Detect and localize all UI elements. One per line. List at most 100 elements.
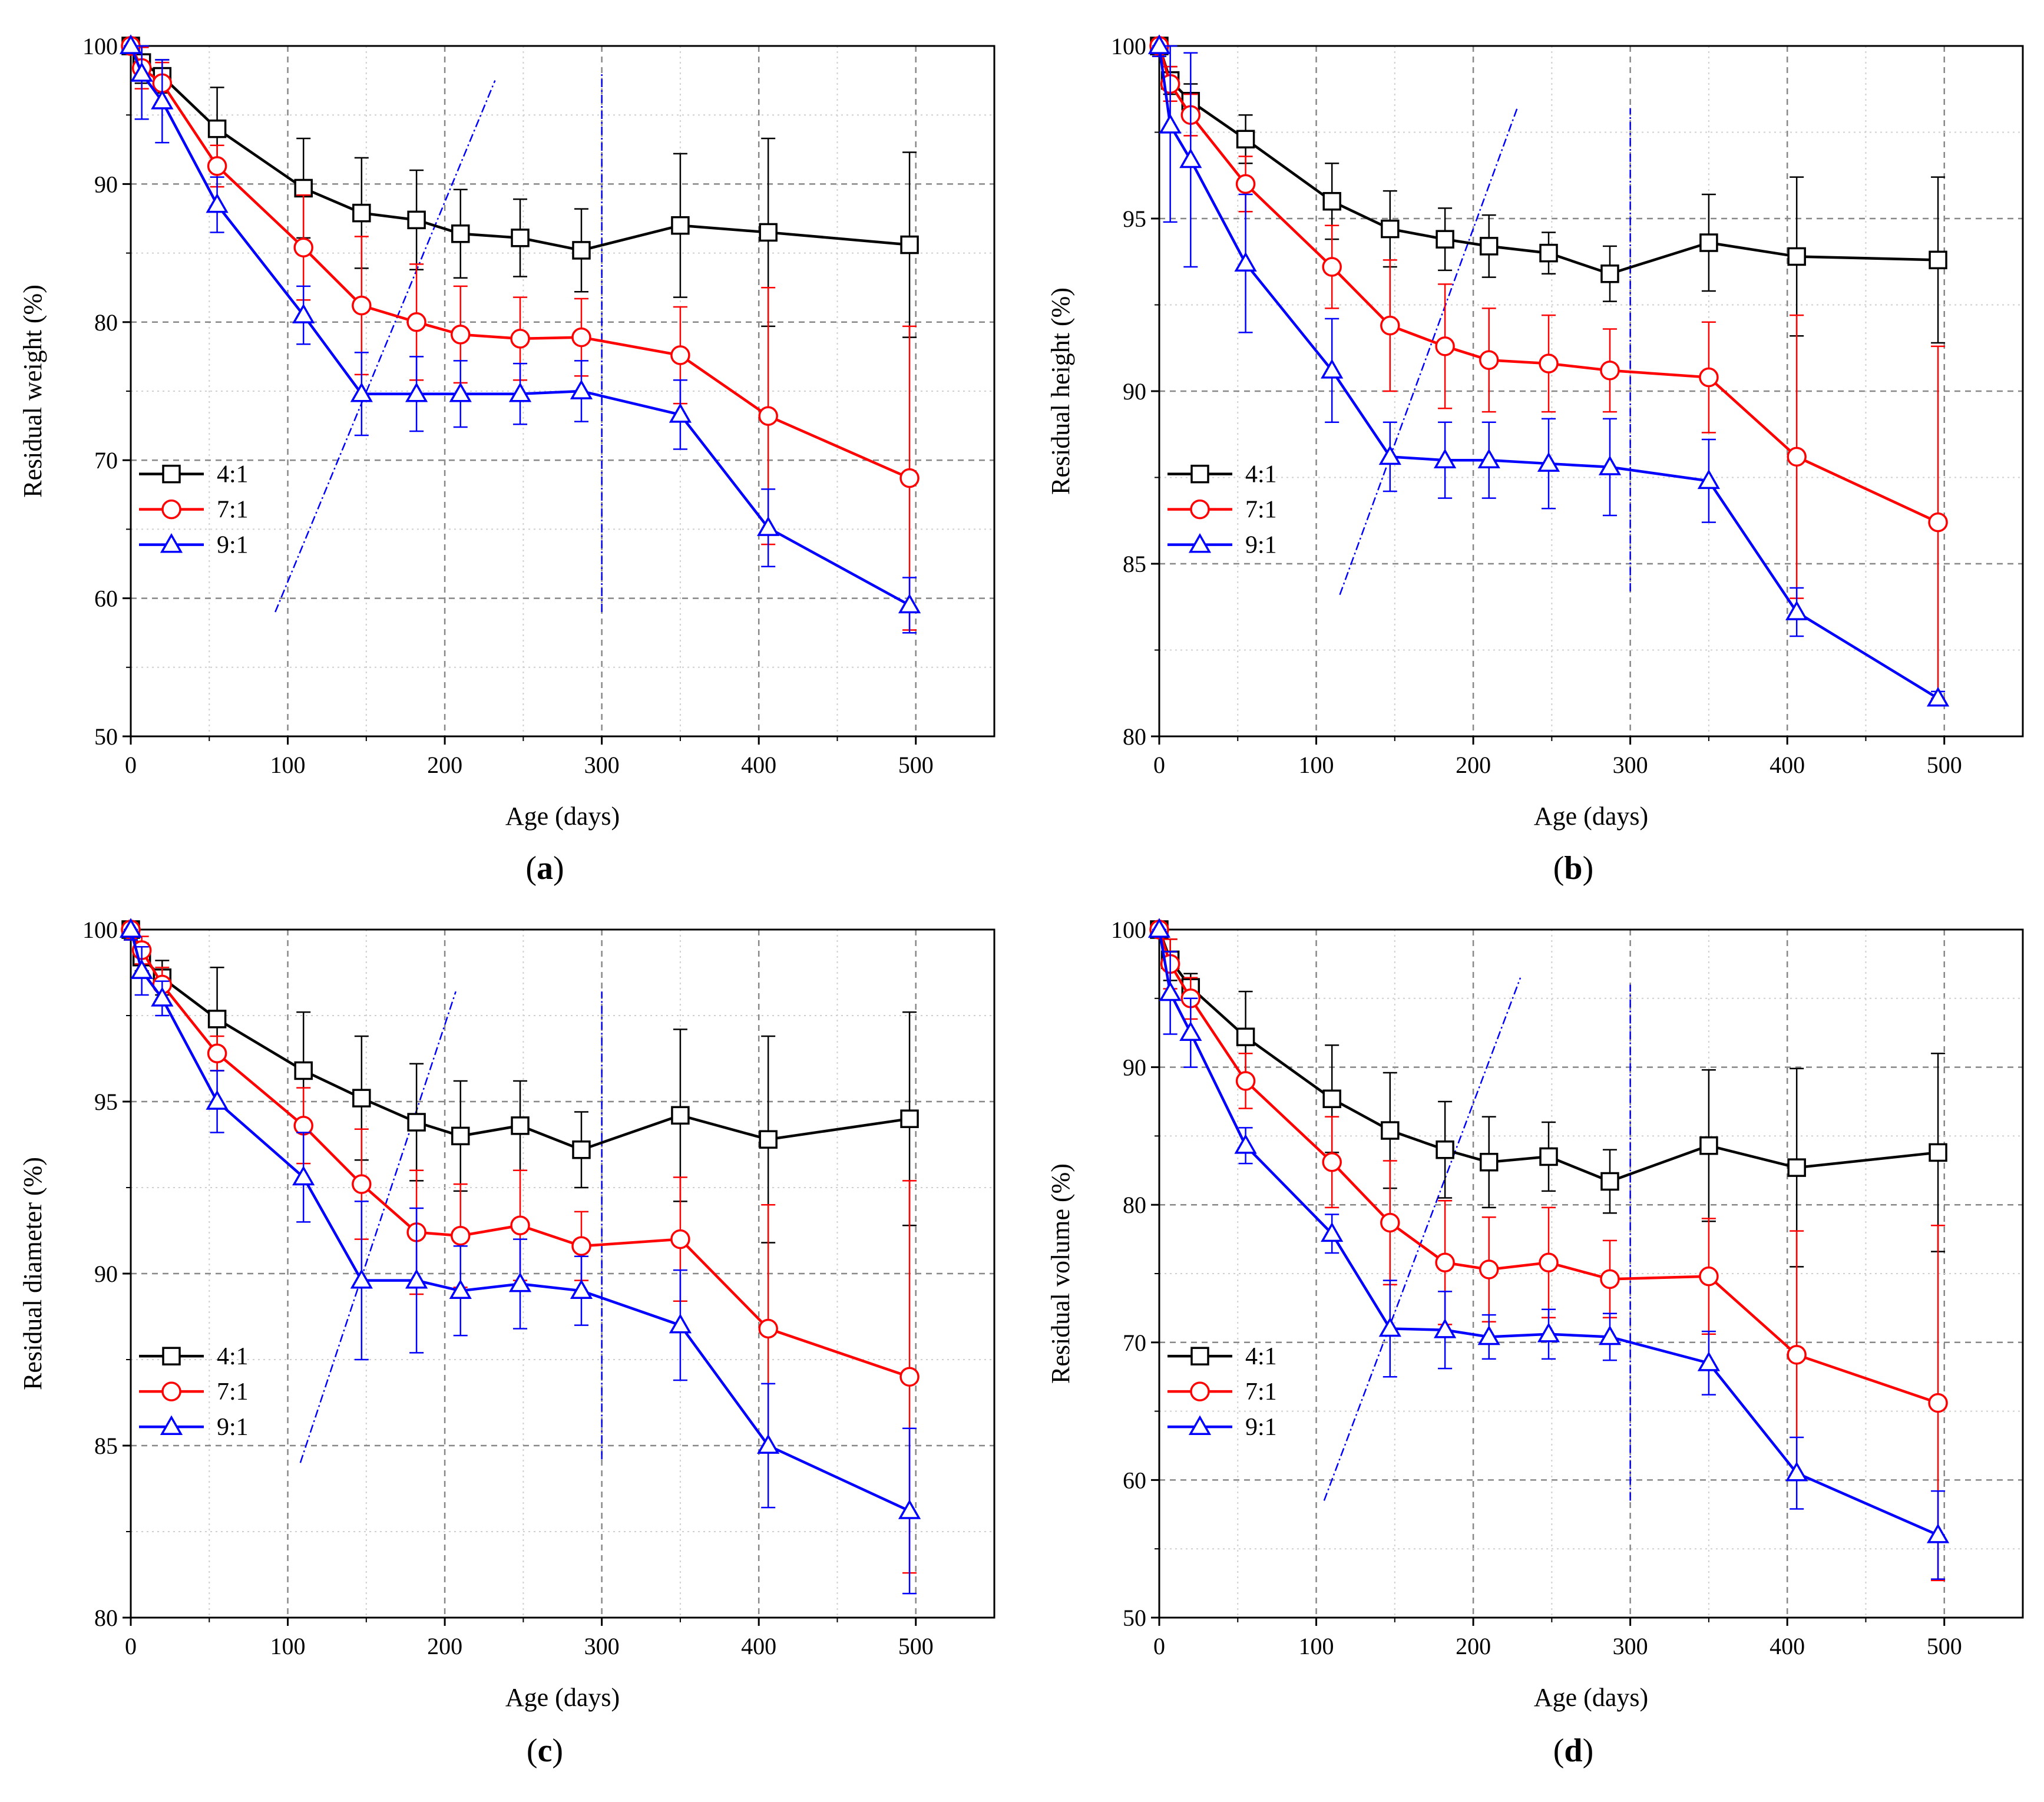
y-tick-label: 90 xyxy=(1123,378,1146,405)
data-point xyxy=(207,1043,227,1063)
legend-label: 7:1 xyxy=(1245,1378,1277,1406)
data-point xyxy=(757,1434,780,1454)
data-point xyxy=(571,327,591,348)
y-tick-label: 50 xyxy=(1123,1605,1146,1631)
data-point xyxy=(571,1236,591,1257)
legend-label: 9:1 xyxy=(217,1414,249,1441)
data-point xyxy=(1537,452,1560,472)
y-tick-label: 85 xyxy=(94,1433,118,1459)
legend-label: 4:1 xyxy=(217,1343,249,1370)
x-tick-label: 0 xyxy=(125,1633,137,1659)
data-point xyxy=(899,1367,920,1387)
y-tick-label: 60 xyxy=(1123,1467,1146,1493)
legend-label: 9:1 xyxy=(1245,532,1277,559)
data-point xyxy=(1147,918,1171,938)
data-point xyxy=(407,210,426,230)
data-point xyxy=(572,1140,591,1159)
data-point xyxy=(1598,1325,1622,1345)
data-point xyxy=(1234,1134,1257,1154)
data-point xyxy=(1479,1259,1499,1279)
y-tick-label: 70 xyxy=(1123,1330,1146,1356)
data-point xyxy=(1928,1393,1948,1413)
data-point xyxy=(1159,114,1182,134)
data-point xyxy=(352,203,371,223)
data-point xyxy=(899,468,920,488)
x-axis-title: Age (days) xyxy=(505,802,620,831)
data-point xyxy=(570,379,593,399)
legend-label: 7:1 xyxy=(217,497,249,524)
chart-panel-d: 0 100 200 300 400 500 50 60 70 80 90 100 Age (days) R… xyxy=(1046,917,2024,1769)
data-point xyxy=(511,1116,530,1135)
y-tick-label: 100 xyxy=(1111,33,1146,59)
data-point xyxy=(900,235,919,254)
data-point xyxy=(451,224,470,243)
data-point xyxy=(1381,219,1400,239)
legend-marker xyxy=(161,1381,181,1401)
y-tick-label: 80 xyxy=(1123,723,1146,750)
x-axis-title: Age (days) xyxy=(1534,1683,1648,1712)
data-point xyxy=(671,216,690,235)
data-point xyxy=(1435,336,1455,356)
data-point xyxy=(1926,1523,1950,1543)
data-point xyxy=(1147,34,1171,54)
data-point xyxy=(898,1499,921,1519)
legend-label: 4:1 xyxy=(217,461,249,488)
x-tick-label: 100 xyxy=(1299,752,1334,778)
series-4-1 xyxy=(1150,37,1947,344)
y-tick-label: 100 xyxy=(82,917,118,943)
data-point xyxy=(1479,237,1499,256)
data-point xyxy=(207,1010,227,1029)
data-point xyxy=(406,312,426,332)
data-point xyxy=(669,1313,692,1334)
data-point xyxy=(1697,469,1721,490)
data-point xyxy=(758,1318,778,1339)
data-point xyxy=(1926,686,1950,707)
data-point xyxy=(1321,1222,1344,1242)
x-tick-label: 400 xyxy=(741,1633,776,1659)
panel-caption: (a) xyxy=(525,850,564,887)
data-point xyxy=(670,345,690,365)
x-tick-label: 200 xyxy=(427,1633,462,1659)
data-point xyxy=(407,1113,426,1132)
x-tick-label: 300 xyxy=(584,752,620,778)
data-point xyxy=(759,1130,778,1149)
y-axis-title: Residual diameter (%) xyxy=(18,1157,47,1390)
data-point xyxy=(350,1269,373,1289)
data-point xyxy=(151,987,174,1007)
data-point xyxy=(206,193,229,213)
data-point xyxy=(1435,1252,1455,1273)
x-tick-label: 100 xyxy=(270,1633,306,1659)
x-tick-label: 100 xyxy=(270,752,306,778)
series-9-1 xyxy=(119,34,921,634)
data-point xyxy=(293,237,313,257)
legend-marker xyxy=(1188,533,1212,553)
y-tick-label: 100 xyxy=(82,33,118,59)
data-point xyxy=(1179,1021,1202,1041)
data-point xyxy=(130,959,153,979)
data-point xyxy=(1539,353,1559,373)
guide-line-diagonal xyxy=(274,80,496,613)
x-tick-label: 0 xyxy=(1153,1633,1165,1659)
data-point xyxy=(1699,367,1719,388)
grid xyxy=(1159,46,2023,736)
data-point xyxy=(1159,981,1182,1001)
data-point xyxy=(1236,1027,1255,1046)
series-7-1 xyxy=(1149,36,1948,699)
data-point xyxy=(352,1174,372,1194)
y-tick-label: 80 xyxy=(94,1605,118,1631)
data-point xyxy=(1321,359,1344,379)
data-point xyxy=(1436,1140,1454,1159)
data-point xyxy=(1479,1153,1499,1172)
chart-panel-b: 0 100 200 300 400 500 80 85 90 95 100 Age (days) Res… xyxy=(1046,33,2024,887)
y-tick-label: 90 xyxy=(94,171,118,197)
chart-panel-c: 0 100 200 300 400 500 80 85 90 95 100 Age (days) Res… xyxy=(18,917,995,1769)
x-tick-label: 200 xyxy=(1456,752,1491,778)
data-point xyxy=(350,382,373,402)
data-point xyxy=(671,1106,690,1125)
legend: 4:1 7:1 9:1 xyxy=(139,461,249,559)
data-point xyxy=(759,223,778,242)
data-point xyxy=(449,1279,472,1300)
data-point xyxy=(757,516,780,536)
data-point xyxy=(758,406,778,426)
